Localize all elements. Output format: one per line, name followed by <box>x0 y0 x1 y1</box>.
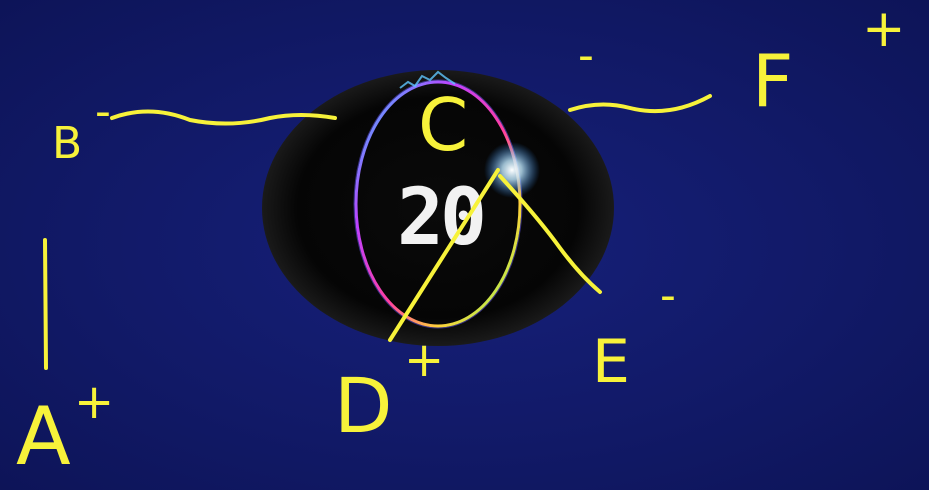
timer-badge: 20 <box>262 70 614 346</box>
label-d-sign: + <box>404 332 444 388</box>
label-c-sign: - <box>578 30 594 81</box>
label-b: B <box>52 118 82 169</box>
label-e: E <box>592 327 630 397</box>
label-f: F <box>752 39 793 123</box>
label-b-sign: - <box>95 86 111 137</box>
timer-value: 20 <box>397 173 483 263</box>
label-c: C <box>418 83 468 167</box>
label-f-sign: + <box>862 0 906 59</box>
label-d: D <box>334 361 393 450</box>
label-e-sign: - <box>660 270 676 321</box>
label-a: A <box>16 390 71 483</box>
handwritten-ink <box>43 94 712 370</box>
label-a-sign: + <box>74 374 114 430</box>
lens-flare-icon <box>484 142 540 198</box>
